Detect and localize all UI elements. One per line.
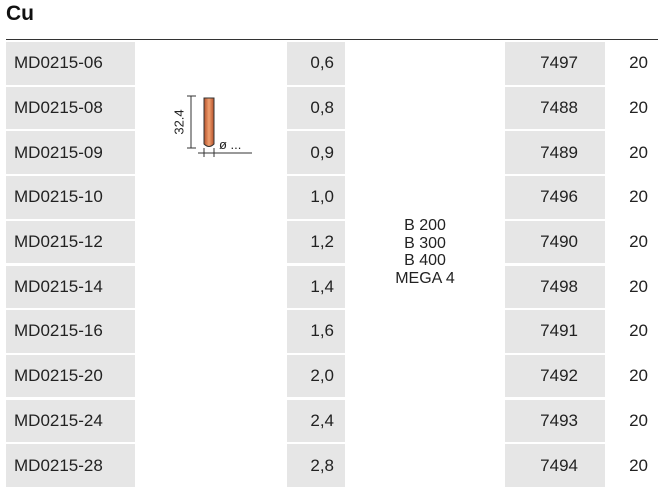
quantity: 20 — [629, 187, 648, 207]
cell-bg — [505, 220, 605, 264]
diameter: 2,4 — [310, 410, 334, 430]
cell-bg — [6, 176, 135, 219]
diameter: 0,6 — [310, 53, 334, 73]
diameter: 0,9 — [310, 142, 334, 162]
code: MD0215-08 — [14, 97, 103, 117]
model-line: MEGA 4 — [395, 269, 455, 287]
order-number: 7493 — [540, 410, 578, 430]
order-number: 7498 — [540, 276, 578, 296]
cell-bg — [505, 86, 605, 130]
cell-bg — [287, 354, 345, 398]
quantity: 20 — [629, 410, 648, 430]
cell-bg — [505, 265, 605, 308]
code: MD0215-28 — [14, 455, 103, 475]
code: MD0215-09 — [14, 142, 103, 162]
cell-bg — [505, 131, 605, 174]
order-number: 7490 — [540, 232, 578, 252]
code: MD0215-06 — [14, 53, 103, 73]
cell-bg — [6, 354, 135, 398]
cell-bg — [6, 399, 135, 443]
cell-bg — [505, 354, 605, 398]
cell-bg — [287, 310, 345, 353]
quantity: 20 — [629, 455, 648, 475]
cell-bg — [505, 42, 605, 85]
cell-bg — [6, 86, 135, 130]
cell-bg — [287, 42, 345, 85]
code: MD0215-16 — [14, 321, 103, 341]
cell-bg — [287, 86, 345, 130]
code: MD0215-12 — [14, 232, 103, 252]
cell-bg — [287, 176, 345, 219]
cell-bg — [6, 444, 135, 487]
quantity: 20 — [629, 97, 648, 117]
quantity: 20 — [629, 321, 648, 341]
order-number: 7496 — [540, 187, 578, 207]
diameter: 1,4 — [310, 276, 334, 296]
title-rule — [6, 39, 658, 40]
diameter: 1,6 — [310, 321, 334, 341]
model-line: B 200 — [404, 217, 446, 234]
diameter: 2,0 — [310, 366, 334, 386]
model-line: B 400 — [404, 252, 446, 269]
cell-bg — [505, 399, 605, 443]
cell-bg — [6, 131, 135, 174]
diameter: 1,0 — [310, 187, 334, 207]
diameter: 0,8 — [310, 97, 334, 117]
quantity: 20 — [629, 276, 648, 296]
cell-bg — [287, 399, 345, 443]
models-cell: B 200 B 300 B 400 MEGA 4 — [345, 217, 505, 287]
quantity: 20 — [629, 366, 648, 386]
order-number: 7492 — [540, 366, 578, 386]
quantity: 20 — [629, 142, 648, 162]
diameter: 2,8 — [310, 455, 334, 475]
diameter: 1,2 — [310, 232, 334, 252]
code: MD0215-10 — [14, 187, 103, 207]
length-label: 32.4 — [171, 109, 186, 134]
order-number: 7491 — [540, 321, 578, 341]
order-number: 7488 — [540, 97, 578, 117]
order-number: 7489 — [540, 142, 578, 162]
quantity: 20 — [629, 232, 648, 252]
code: MD0215-20 — [14, 366, 103, 386]
order-number: 7497 — [540, 53, 578, 73]
diameter-label: ø ... — [219, 137, 241, 152]
cell-bg — [505, 176, 605, 219]
cell-bg — [6, 265, 135, 308]
cell-bg — [6, 220, 135, 264]
cell-bg — [287, 131, 345, 174]
code: MD0215-14 — [14, 276, 103, 296]
quantity: 20 — [629, 53, 648, 73]
cell-bg — [287, 265, 345, 308]
model-line: B 300 — [404, 234, 446, 252]
cell-bg — [6, 42, 135, 85]
cell-bg — [287, 220, 345, 264]
cell-bg — [505, 444, 605, 487]
cell-bg — [287, 444, 345, 487]
code: MD0215-24 — [14, 410, 103, 430]
title: Cu — [6, 2, 34, 25]
cell-bg — [6, 310, 135, 353]
cell-bg — [505, 310, 605, 353]
order-number: 7494 — [540, 455, 578, 475]
